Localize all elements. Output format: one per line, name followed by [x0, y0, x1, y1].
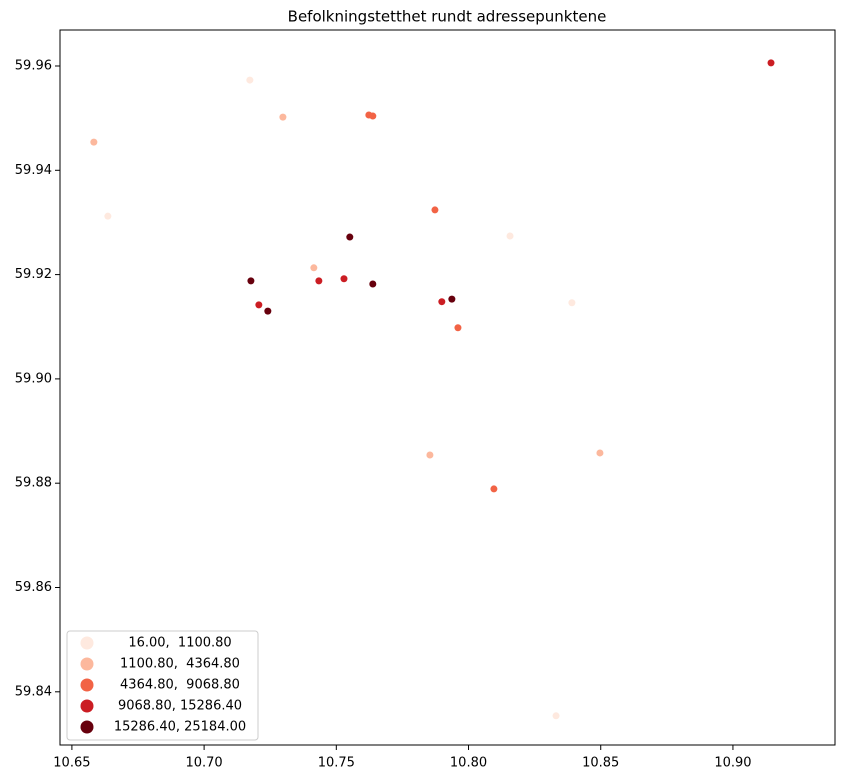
- x-tick-label: 10.85: [582, 756, 619, 771]
- point: [90, 138, 98, 146]
- point: [346, 233, 354, 241]
- y-tick-label: 59.84: [15, 684, 52, 699]
- point: [340, 275, 348, 283]
- legend-marker: [80, 699, 94, 713]
- point: [264, 307, 272, 315]
- point: [431, 206, 439, 214]
- x-tick-label: 10.75: [318, 756, 355, 771]
- legend-marker: [80, 636, 94, 650]
- x-tick-label: 10.80: [450, 756, 487, 771]
- legend-box: [66, 630, 259, 741]
- y-tick-label: 59.94: [15, 163, 52, 178]
- chart-title: Befolkningstetthet rundt adressepunktene: [288, 8, 607, 26]
- point: [369, 280, 377, 288]
- legend-marker: [80, 678, 94, 692]
- point: [454, 324, 462, 332]
- point: [247, 277, 255, 285]
- point: [246, 76, 254, 84]
- plot-frame: [59, 29, 836, 746]
- y-tick-label: 59.90: [15, 371, 52, 386]
- point: [438, 298, 446, 306]
- y-tick-label: 59.92: [15, 267, 52, 282]
- legend-label: 1100.80, 4364.80: [120, 657, 240, 672]
- point: [369, 112, 377, 120]
- point: [506, 232, 514, 240]
- legend-marker: [80, 720, 94, 734]
- y-tick-label: 59.88: [15, 476, 52, 491]
- y-tick-label: 59.86: [15, 580, 52, 595]
- x-tick-label: 10.65: [53, 756, 90, 771]
- point: [426, 451, 434, 459]
- legend-marker: [80, 657, 94, 671]
- x-tick-label: 10.90: [714, 756, 751, 771]
- point: [767, 59, 775, 67]
- point: [315, 277, 323, 285]
- y-tick-label: 59.96: [15, 58, 52, 73]
- point: [255, 301, 263, 309]
- point: [104, 212, 112, 220]
- point: [310, 264, 318, 272]
- legend-label: 15286.40, 25184.00: [114, 720, 246, 735]
- point: [448, 295, 456, 303]
- point: [552, 712, 560, 720]
- legend-label: 4364.80, 9068.80: [120, 678, 240, 693]
- x-tick-label: 10.70: [185, 756, 222, 771]
- legend-label: 9068.80, 15286.40: [118, 699, 242, 714]
- point: [490, 485, 498, 493]
- point: [568, 299, 576, 307]
- point: [596, 449, 604, 457]
- point: [279, 113, 287, 121]
- legend-label: 16.00, 1100.80: [128, 636, 231, 651]
